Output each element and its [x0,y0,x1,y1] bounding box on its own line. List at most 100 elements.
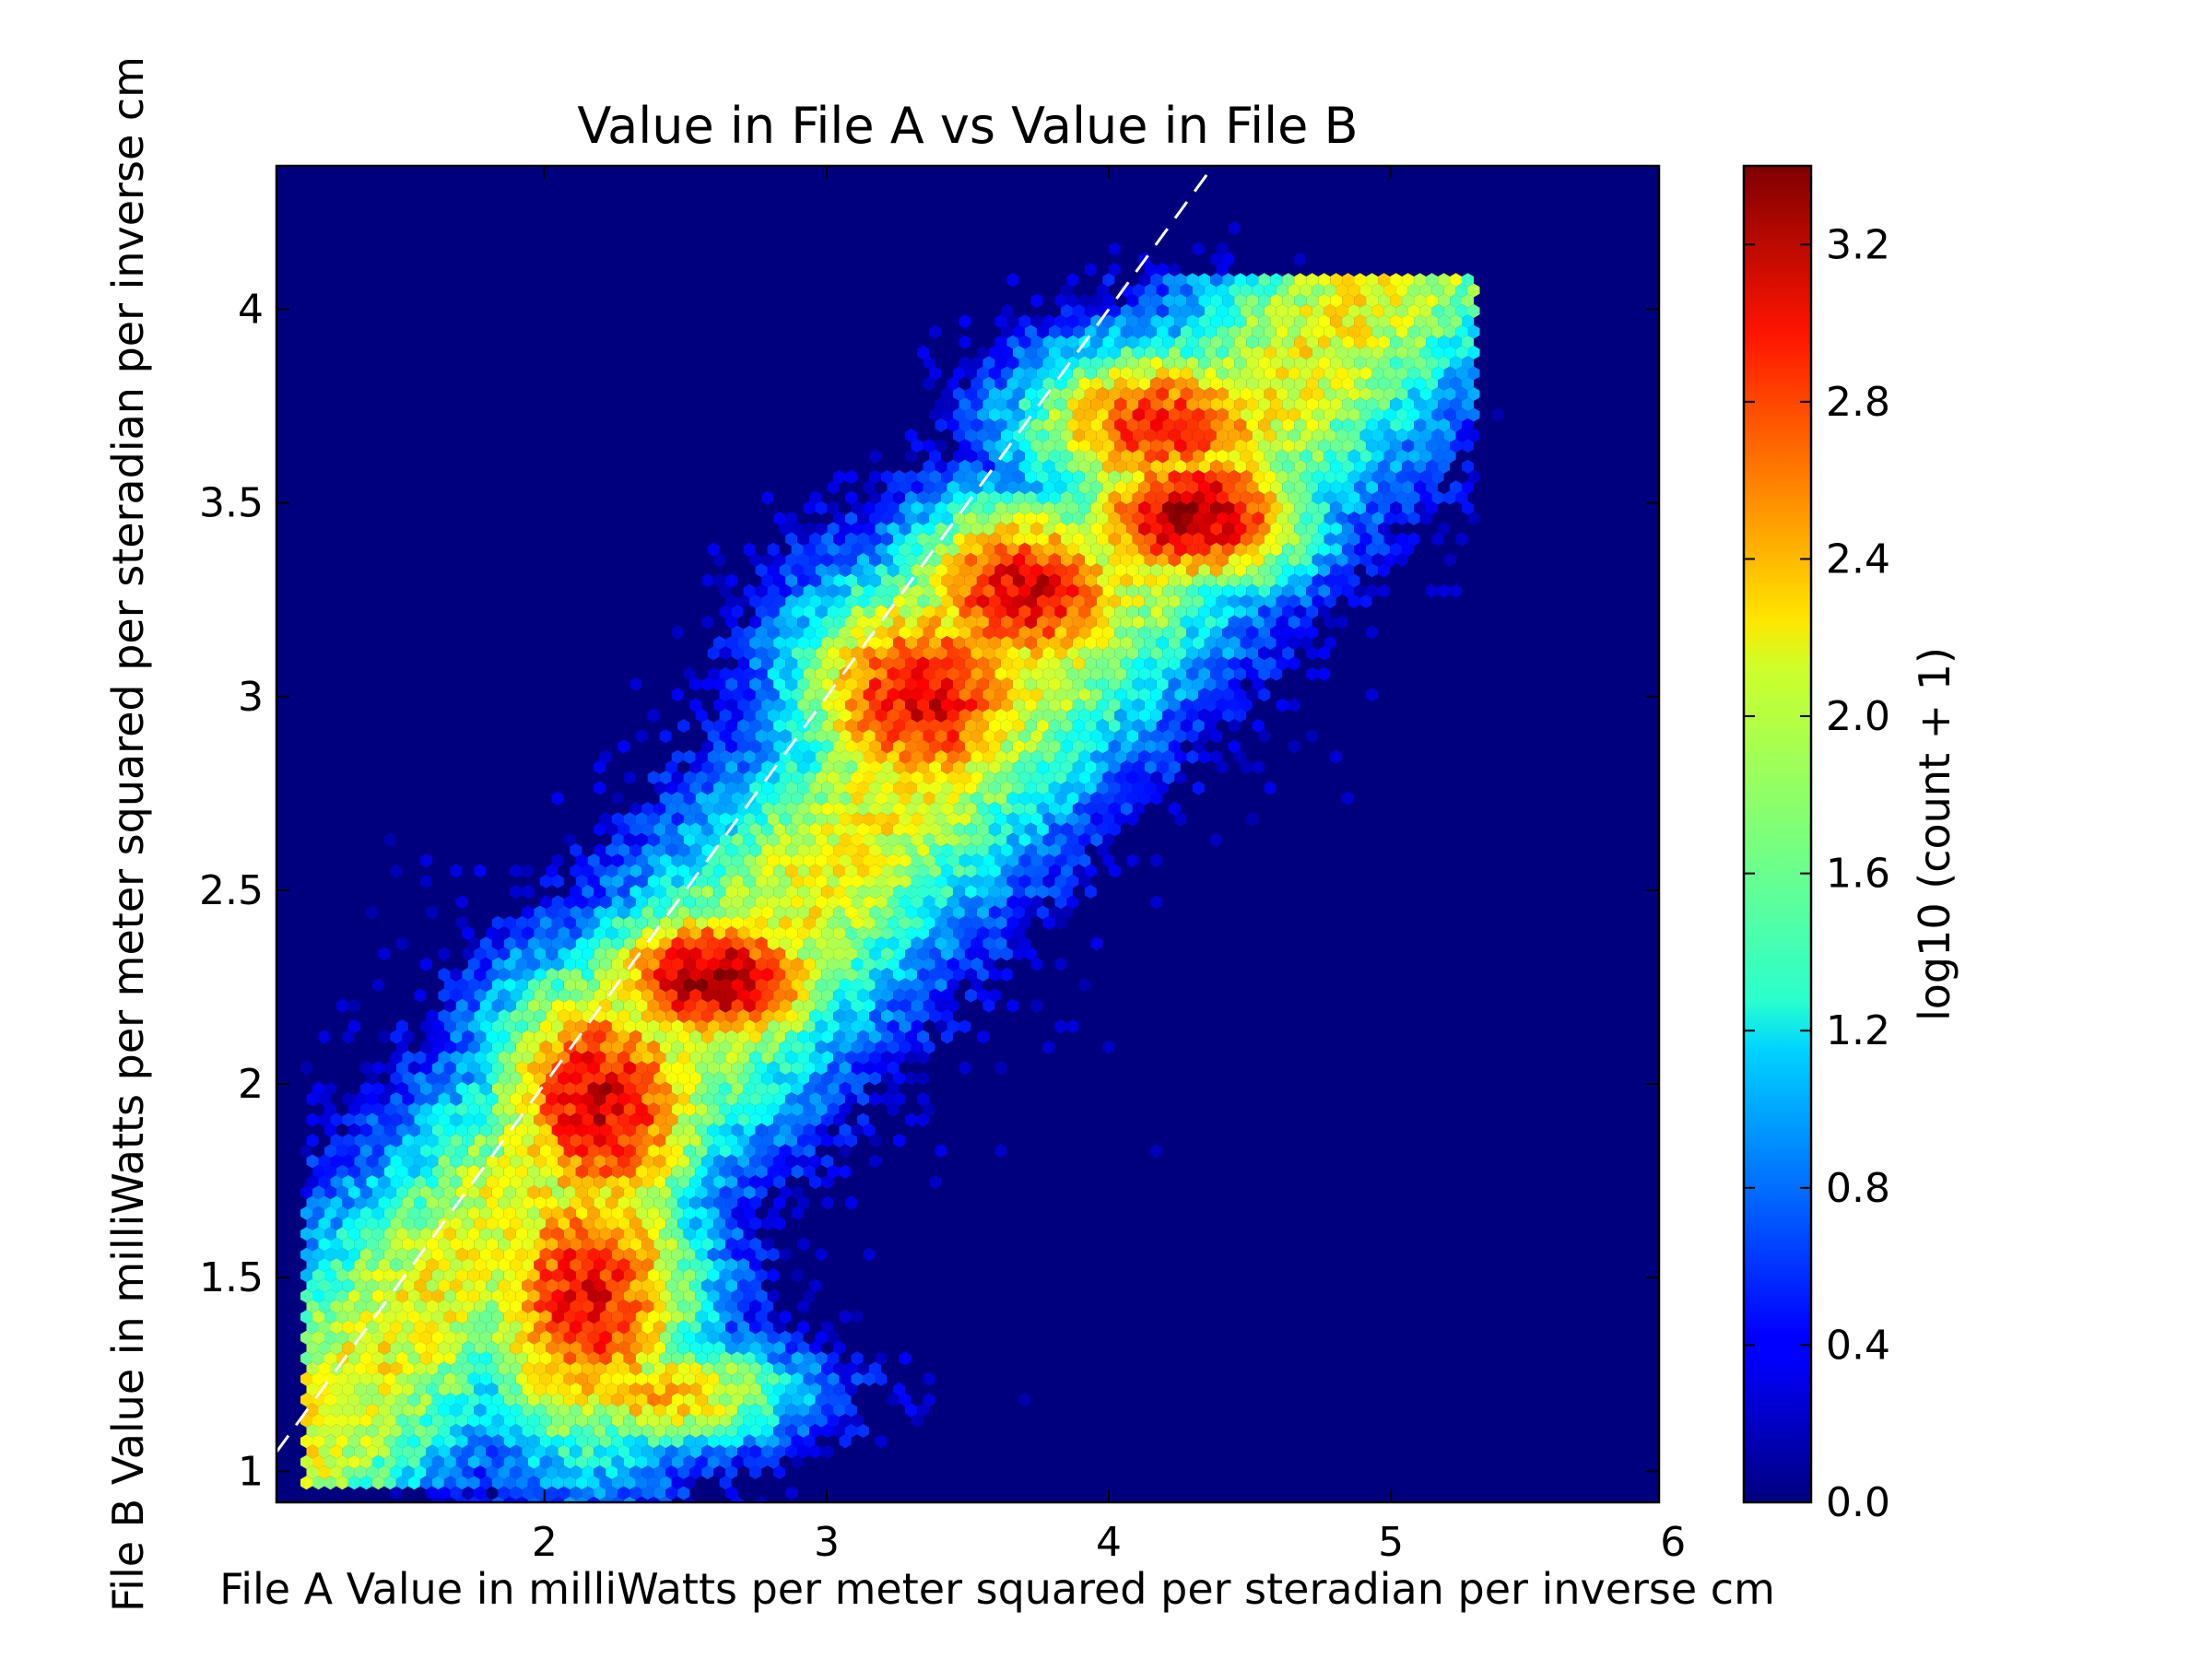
hexbin-cell [929,1175,941,1189]
hexbin-cell [618,1320,630,1335]
hexbin-cell [947,936,959,951]
hexbin-cell [881,988,893,1003]
hexbin-cell [629,864,642,878]
hexbin-cell [695,1288,708,1303]
hexbin-cell [419,1102,432,1117]
hexbin-cell [695,812,708,827]
hexbin-cell [1042,376,1055,391]
hexbin-cell [1216,407,1229,422]
hexbin-cell [827,998,840,1013]
hexbin-cell [941,822,953,837]
hexbin-cell [845,739,857,754]
hexbin-cell [767,1206,780,1220]
hexbin-cell [863,812,876,827]
hexbin-cell [929,636,941,650]
hexbin-cell [1054,625,1067,640]
hexbin-cell [575,1288,588,1303]
hexbin-cell [1294,542,1307,557]
hexbin-cell [1036,407,1049,422]
hexbin-cell [1180,677,1193,691]
hexbin-cell [1030,500,1043,515]
hexbin-cell [677,864,690,878]
hexbin-cell [395,1330,408,1345]
hexbin-cell [431,1164,444,1179]
hexbin-cell [1288,324,1300,339]
hexbin-cell [863,936,876,951]
hexbin-cell [1192,719,1205,733]
hexbin-cell [1210,749,1223,764]
hexbin-cell [1006,522,1019,536]
hexbin-cell [1450,583,1462,598]
hexbin-cell [539,1081,552,1096]
hexbin-cell [522,905,535,920]
hexbin-cell [438,1112,451,1127]
hexbin-cell [1431,429,1444,442]
hexbin-cell [779,957,792,971]
hexbin-cell [749,1195,762,1210]
hexbin-cell [419,853,432,868]
hexbin-cell [791,998,804,1013]
hexbin-cell [982,418,995,432]
hexbin-cell [1150,418,1163,432]
hexbin-cell [881,1030,893,1044]
hexbin-cell [695,1227,708,1241]
hexbin-cell [390,1051,403,1065]
hexbin-cell [791,625,804,640]
hexbin-cell [1419,366,1432,381]
hexbin-cell [893,885,905,899]
hexbin-cell [857,594,869,608]
hexbin-cell [815,1019,828,1034]
hexbin-cell [1180,283,1193,298]
hexbin-cell [1168,677,1181,691]
hexbin-cell [1036,553,1049,567]
hexbin-cell [719,1371,732,1386]
hexbin-cell [1018,563,1031,578]
hexbin-cell [467,1206,480,1220]
hexbin-cell [1078,646,1091,661]
hexbin-cell [857,885,869,899]
hexbin-cell [1258,356,1271,371]
hexbin-cell [1102,314,1115,329]
hexbin-cell [1096,822,1109,837]
hexbin-cell [653,905,666,920]
hexbin-cell [647,708,660,723]
hexbin-cell [606,1112,618,1127]
hexbin-cell [905,449,917,464]
hexbin-cell [431,1268,444,1283]
hexbin-cell [785,760,798,774]
hexbin-cell [1222,314,1235,329]
hexbin-cell [839,812,852,827]
hexbin-cell [773,802,786,816]
hexbin-cell [719,749,732,764]
hexbin-cell [737,1341,750,1355]
hexbin-cell [426,1217,439,1230]
hexbin-cell [431,1227,444,1241]
hexbin-cell [785,885,798,899]
hexbin-cell [653,1112,666,1127]
hexbin-cell [1150,688,1163,702]
hexbin-cell [551,1185,564,1200]
hexbin-cell [366,1382,379,1396]
hexbin-cell [671,1268,684,1283]
hexbin-cell [719,1247,732,1262]
hexbin-cell [324,1310,336,1324]
hexbin-cell [833,1382,845,1396]
hexbin-cell [881,1051,893,1065]
hexbin-cell [749,1051,762,1065]
hexbin-cell [546,926,559,940]
hexbin-cell [929,947,941,961]
hexbin-cell [953,490,965,505]
hexbin-cell [725,947,738,961]
hexbin-cell [976,677,989,691]
hexbin-cell [635,1164,648,1179]
hexbin-cell [1048,864,1061,878]
hexbin-cell [1102,335,1115,349]
hexbin-cell [1126,666,1139,681]
hexbin-cell [707,1351,720,1366]
hexbin-cell [479,1185,492,1200]
hexbin-cell [1198,708,1211,723]
hexbin-cell [863,708,876,723]
hexbin-cell [599,1206,612,1220]
hexbin-cell [1090,459,1103,474]
hexbin-cell [1419,324,1432,339]
